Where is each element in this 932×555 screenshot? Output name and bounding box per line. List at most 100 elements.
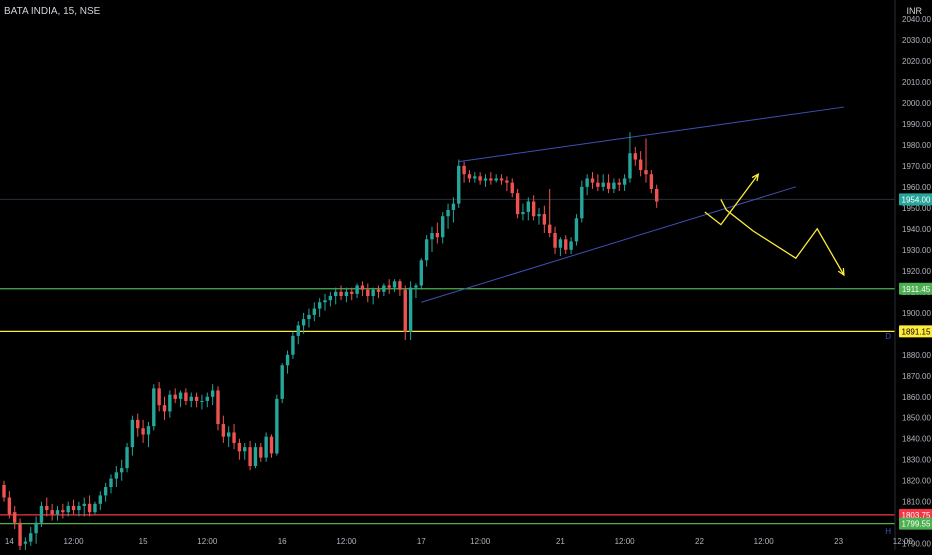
candle-body — [628, 153, 632, 179]
candle — [617, 178, 621, 192]
price-tick-label: 1860.00 — [902, 393, 931, 402]
candle-body — [548, 224, 552, 234]
candle-body — [275, 398, 279, 454]
candle — [601, 174, 605, 192]
time-tick-label: 17 — [417, 537, 426, 546]
candle-body — [344, 291, 349, 296]
projection-down-arrow-arrowhead — [837, 267, 845, 277]
price-tick-label: 2020.00 — [902, 57, 931, 66]
candle-body — [655, 188, 659, 202]
candle-body — [398, 281, 402, 290]
candle — [168, 390, 172, 418]
time-axis: 14 12:00 15 12:00 16 12:00 17 12:00 21 12:00 22 12:… — [5, 332, 913, 546]
candle-body — [162, 405, 167, 412]
candle — [430, 226, 434, 252]
candle-body — [553, 233, 557, 248]
candle — [633, 146, 637, 166]
candle-body — [168, 394, 172, 412]
candle — [398, 279, 402, 296]
horizontal-levels — [0, 198, 895, 525]
candle — [328, 291, 333, 307]
candle-body — [334, 291, 338, 296]
candle — [71, 499, 76, 515]
candle — [606, 174, 611, 194]
candle — [376, 285, 381, 299]
candle-body — [403, 289, 407, 332]
candle-body — [328, 295, 333, 301]
channel-lines — [421, 106, 845, 303]
candle — [227, 426, 231, 448]
candle-body — [360, 285, 365, 290]
candle-body — [39, 505, 44, 523]
candle — [162, 396, 167, 420]
candle-body — [18, 522, 22, 546]
price-tick-label: 1840.00 — [902, 435, 931, 444]
candle-body — [210, 390, 215, 397]
price-tick-label: 1920.00 — [902, 267, 931, 276]
candle — [55, 505, 60, 521]
candle-body — [590, 178, 595, 183]
candle-body — [564, 239, 568, 250]
candle — [157, 382, 161, 412]
candle — [655, 184, 659, 208]
candle-body — [280, 365, 284, 399]
projection-up-arrow-arrowhead — [751, 172, 760, 182]
candle-body — [419, 260, 423, 286]
candle-body — [531, 201, 536, 217]
candle — [141, 419, 145, 443]
candle-body — [205, 396, 209, 401]
candle — [585, 174, 589, 196]
candle-body — [55, 510, 60, 515]
candle — [98, 491, 102, 511]
candle-body — [435, 233, 440, 238]
price-tick-label: 1930.00 — [902, 246, 931, 255]
candle-body — [184, 392, 188, 401]
candle — [248, 440, 252, 471]
level-1799-tag-label: 1799.55 — [902, 520, 931, 529]
candle — [2, 480, 6, 502]
candle — [558, 237, 563, 257]
candle — [564, 235, 568, 255]
side-marker: D — [885, 332, 891, 341]
candle — [334, 287, 338, 305]
candle — [387, 279, 391, 294]
level-1799-tag — [899, 517, 932, 530]
candle — [221, 415, 226, 443]
candle — [285, 350, 290, 374]
price-tick-label: 1940.00 — [902, 225, 931, 234]
candle-body — [414, 285, 418, 288]
candle-body — [248, 447, 252, 467]
candle-body — [7, 497, 12, 515]
candle-body — [376, 289, 381, 292]
candle-body — [537, 214, 541, 217]
candle-body — [136, 419, 140, 429]
candle — [194, 392, 199, 408]
candle-body — [291, 335, 295, 355]
candle-body — [585, 178, 589, 187]
currency-label: INR — [906, 6, 923, 16]
candle — [264, 432, 268, 462]
candle — [29, 526, 33, 546]
candle — [344, 287, 349, 303]
candle — [628, 132, 632, 183]
time-tick-label: 14 — [5, 537, 14, 546]
candle-body — [382, 285, 386, 292]
time-tick-label: 23 — [834, 537, 843, 546]
price-tick-label: 1830.00 — [902, 456, 931, 465]
time-tick-label: 12:00 — [336, 537, 357, 546]
candle-body — [542, 214, 547, 225]
price-tick-label: 1970.00 — [902, 162, 931, 171]
candle-body — [23, 541, 28, 544]
candle-body — [574, 218, 579, 242]
candle — [473, 172, 477, 183]
candle — [542, 205, 547, 234]
candle — [237, 438, 242, 460]
chart-title: BATA INDIA, 15, NSE — [4, 6, 101, 17]
candle — [446, 203, 450, 229]
candle — [61, 503, 65, 519]
candle-body — [312, 308, 316, 315]
candle-body — [152, 388, 156, 427]
